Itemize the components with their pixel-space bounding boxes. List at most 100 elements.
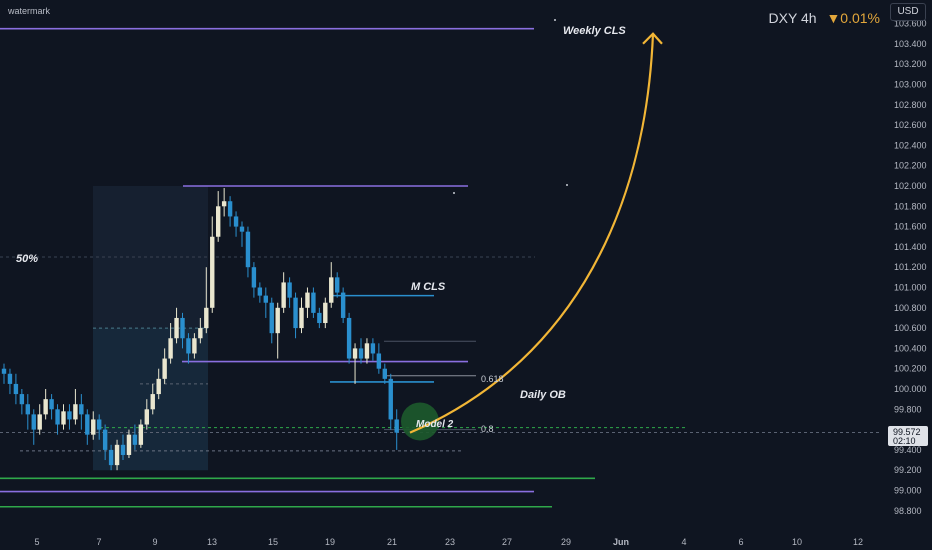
- candle-body-16: [91, 419, 96, 435]
- price-tick: 102.200: [894, 161, 927, 171]
- candle-body-29: [168, 338, 173, 359]
- fifty-percent-label: 50%: [16, 253, 38, 265]
- candle-body-55: [323, 302, 328, 324]
- price-tick: 103.200: [894, 59, 927, 69]
- candle-body-14: [79, 404, 84, 415]
- candle-body-30: [174, 317, 179, 339]
- candle-body-49: [287, 282, 292, 298]
- price-tick: 100.800: [894, 303, 927, 313]
- price-tick: 98.800: [894, 506, 922, 516]
- candle-body-17: [97, 419, 102, 430]
- candle-body-37: [216, 206, 221, 237]
- candle-body-24: [138, 424, 144, 445]
- time-tick: 27: [502, 537, 512, 547]
- candle-body-54: [317, 312, 322, 324]
- candle-body-65: [382, 368, 387, 379]
- watermark-label: watermark: [8, 6, 51, 16]
- time-tick: 4: [681, 537, 686, 547]
- price-tick: 100.200: [894, 364, 927, 374]
- price-tick: 100.600: [894, 323, 927, 333]
- weekly-cls-label: Weekly CLS: [563, 25, 626, 37]
- time-tick: 5: [34, 537, 39, 547]
- candle-body-21: [120, 444, 126, 455]
- candle-body-35: [204, 307, 209, 329]
- price-tick: 101.800: [894, 201, 927, 211]
- price-tick: 103.000: [894, 80, 927, 90]
- marker-dot: [453, 192, 455, 194]
- price-tick: 99.400: [894, 445, 922, 455]
- candle-body-7: [37, 414, 42, 430]
- price-tick: 103.600: [894, 19, 927, 29]
- time-tick: 6: [738, 537, 743, 547]
- candle-body-27: [156, 378, 161, 395]
- candle-body-12: [67, 411, 72, 420]
- model-2-label: Model 2: [416, 419, 454, 430]
- price-tick: 102.800: [894, 100, 927, 110]
- symbol-label: DXY 4h: [768, 10, 817, 26]
- daily-ob-label: Daily OB: [520, 389, 566, 401]
- price-tick: 102.400: [894, 140, 927, 150]
- price-tick: 100.400: [894, 343, 927, 353]
- candle-body-64: [376, 353, 382, 369]
- candle-body-20: [114, 444, 120, 466]
- candle-body-1: [1, 368, 7, 374]
- price-tick: 99.000: [894, 486, 922, 496]
- candle-body-56: [329, 277, 334, 303]
- candle-body-38: [221, 201, 227, 207]
- candle-body-32: [186, 338, 191, 354]
- candle-body-22: [126, 434, 132, 455]
- candle-body-45: [263, 295, 268, 303]
- price-axis: [886, 0, 932, 550]
- candle-body-33: [192, 338, 197, 354]
- candle-body-19: [108, 449, 114, 466]
- symbol-header: DXY 4h ▼0.01%: [769, 10, 880, 26]
- time-tick: 7: [96, 537, 101, 547]
- last-price-tag: [888, 426, 928, 446]
- candle-body-25: [144, 409, 149, 425]
- candle-body-52: [305, 292, 310, 308]
- candle-body-66: [388, 378, 393, 420]
- candle-body-58: [340, 292, 346, 318]
- candle-body-50: [293, 297, 298, 329]
- currency-button[interactable]: USD: [890, 3, 926, 21]
- range-box-lower: [93, 328, 208, 471]
- candle-body-34: [198, 328, 203, 339]
- candle-body-8: [43, 399, 48, 415]
- candle-body-46: [269, 302, 274, 334]
- change-label: ▼0.01%: [826, 10, 880, 26]
- last-price-value: 99.572: [893, 427, 921, 437]
- candle-body-62: [364, 343, 370, 359]
- candle-body-43: [251, 267, 257, 288]
- candle-body-53: [311, 292, 316, 313]
- price-tick: 102.600: [894, 120, 927, 130]
- projection-arrowhead: [642, 32, 663, 45]
- price-tick: 99.200: [894, 465, 922, 475]
- candle-body-23: [132, 434, 138, 445]
- price-tick: 100.000: [894, 384, 927, 394]
- candle-body-59: [346, 317, 352, 359]
- candle-body-61: [358, 348, 364, 359]
- price-tick: 101.400: [894, 242, 927, 252]
- candle-body-6: [31, 414, 36, 430]
- marker-dot: [554, 19, 556, 21]
- candle-body-28: [162, 358, 167, 379]
- candle-body-4: [19, 394, 25, 405]
- candle-body-15: [85, 414, 90, 435]
- price-tick: 99.800: [894, 404, 922, 414]
- fib-08-label: 0.8: [481, 424, 494, 434]
- time-tick: 21: [387, 537, 397, 547]
- candle-body-18: [102, 429, 108, 450]
- countdown-value: 02:10: [893, 436, 916, 446]
- m-cls-label: M CLS: [411, 281, 446, 293]
- candle-body-63: [370, 343, 376, 354]
- price-tick: 101.000: [894, 283, 927, 293]
- candle-body-57: [335, 277, 340, 293]
- time-tick: 19: [325, 537, 335, 547]
- candle-body-39: [227, 201, 233, 217]
- time-tick: 12: [853, 537, 863, 547]
- fib-618-label: 0.618: [481, 374, 504, 384]
- candle-body-3: [13, 383, 19, 395]
- candle-body-42: [245, 231, 251, 268]
- candle-body-10: [55, 409, 60, 425]
